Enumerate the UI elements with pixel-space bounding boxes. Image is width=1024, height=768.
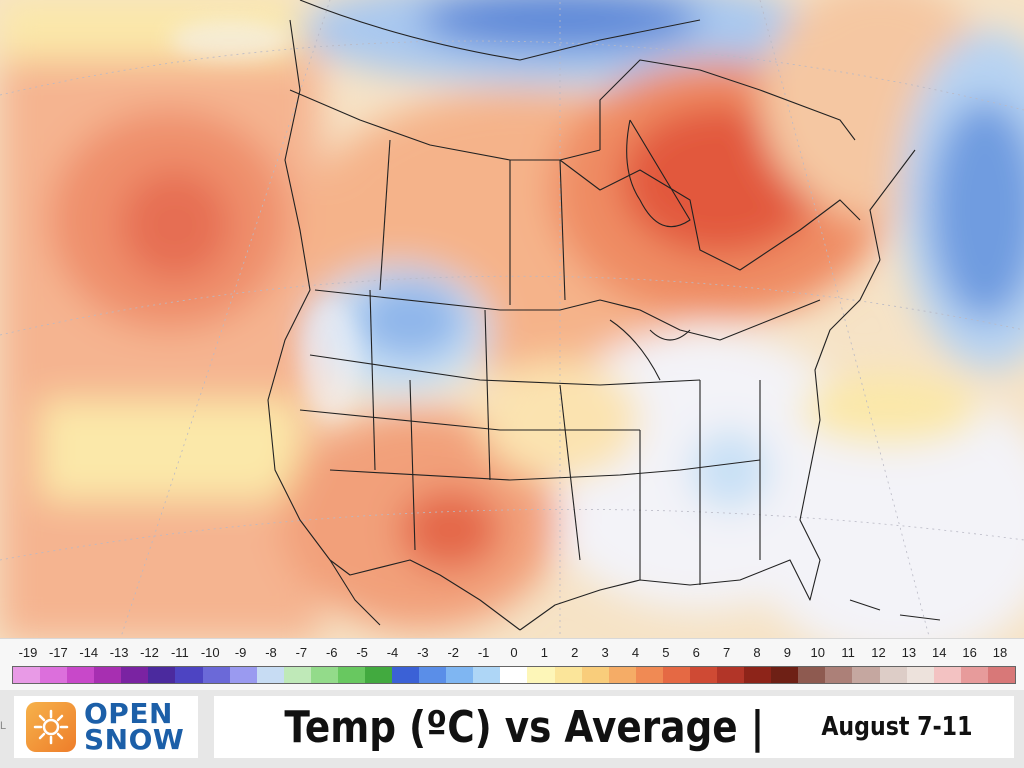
legend-color-swatch — [527, 667, 555, 683]
legend-color-swatch — [365, 667, 393, 683]
legend-tick-label: 3 — [601, 645, 609, 660]
legend-color-swatch — [40, 667, 68, 683]
opensnow-logo: OPEN SNOW — [14, 696, 198, 758]
map-graticule — [0, 0, 1024, 640]
legend-color-swatch — [13, 667, 41, 683]
logo-wordmark: OPEN SNOW — [84, 697, 185, 756]
legend-tick-label: -6 — [325, 645, 338, 660]
legend-color-swatch — [717, 667, 745, 683]
legend-tick-label: -2 — [447, 645, 460, 660]
legend-color-swatch — [419, 667, 447, 683]
legend-tick-label: -13 — [109, 645, 129, 660]
legend-tick-label: 9 — [783, 645, 791, 660]
temperature-anomaly-map — [0, 0, 1024, 640]
snowflake-sun-icon — [26, 702, 76, 752]
legend-tick-label: -17 — [48, 645, 68, 660]
legend-color-swatch — [554, 667, 582, 683]
legend-color-swatch — [202, 667, 230, 683]
legend-tick-label: 14 — [932, 645, 947, 660]
legend-tick-label: 2 — [571, 645, 579, 660]
legend-color-swatch — [608, 667, 636, 683]
legend-tick-label: 12 — [871, 645, 886, 660]
legend-tick-label: 13 — [901, 645, 917, 660]
legend-color-swatch — [987, 667, 1015, 683]
map-title: Temp (ºC) vs Average | — [284, 701, 765, 753]
legend-color-swatch — [744, 667, 772, 683]
legend-tick-label: -3 — [417, 645, 429, 660]
legend-tick-label: -4 — [386, 645, 399, 660]
side-mark: L — [0, 720, 7, 732]
legend-color-swatch — [256, 667, 284, 683]
logo-line-2: SNOW — [84, 723, 185, 756]
legend-tick-label: 8 — [753, 645, 761, 660]
legend-color-swatch — [500, 667, 528, 683]
legend-tick-label: -11 — [170, 645, 189, 660]
legend-color-swatch — [771, 667, 799, 683]
legend-color-swatch — [337, 667, 366, 683]
legend-color-swatch — [67, 667, 95, 683]
legend-color-swatch — [852, 667, 880, 683]
legend-color-swatch — [798, 667, 826, 683]
color-legend: -19 -17 -14 -13 -12 -11 -10 -9 -8 -7 -6 -5 -4 -3 -2 -1 0… — [0, 638, 1024, 691]
map-borders — [267, 0, 941, 631]
legend-color-swatch — [94, 667, 122, 683]
legend-color-swatch — [635, 667, 663, 683]
legend-color-swatch — [148, 667, 176, 683]
map-date-range: August 7-11 — [821, 712, 973, 742]
legend-color-swatch — [689, 667, 718, 683]
legend-tick-label: -5 — [356, 645, 368, 660]
legend-color-swatch — [906, 667, 934, 683]
legend-color-swatch — [310, 667, 338, 683]
legend-color-swatch — [933, 667, 961, 683]
legend-color-swatch — [960, 667, 988, 683]
legend-color-swatch — [229, 667, 257, 683]
legend-tick-label: 7 — [723, 645, 731, 660]
legend-color-swatch — [581, 667, 609, 683]
legend-tick-label: 4 — [631, 645, 640, 660]
legend-tick-label: 1 — [540, 645, 548, 660]
legend-color-swatch — [825, 667, 853, 683]
legend-color-swatch — [879, 667, 907, 683]
logo-line-1: OPEN — [84, 697, 173, 730]
legend-color-swatch — [446, 667, 474, 683]
legend-color-swatch — [473, 667, 501, 683]
legend-colorbar — [12, 666, 1016, 684]
legend-tick-label: -14 — [79, 645, 99, 660]
legend-tick-label: 11 — [841, 645, 855, 660]
legend-tick-label: 18 — [992, 645, 1008, 660]
title-panel: Temp (ºC) vs Average | August 7-11 — [214, 696, 1014, 758]
legend-tick-label: -1 — [477, 645, 490, 660]
legend-color-swatch — [121, 667, 149, 683]
legend-tick-label: -7 — [295, 645, 308, 660]
legend-color-swatch — [283, 667, 311, 683]
footer-bar: L OPEN SNOW Temp (ºC) vs Average | Augus… — [0, 690, 1024, 768]
legend-tick-label: 6 — [692, 645, 700, 660]
legend-tick-label: 16 — [962, 645, 977, 660]
legend-color-swatch — [662, 667, 690, 683]
legend-color-swatch — [392, 667, 420, 683]
legend-tick-label: 0 — [510, 645, 518, 660]
legend-color-swatch — [175, 667, 203, 683]
legend-tick-label: -9 — [234, 645, 247, 660]
legend-tick-label: 10 — [810, 645, 825, 660]
legend-tick-label: -19 — [18, 645, 38, 660]
legend-tick-label: -12 — [140, 645, 159, 660]
legend-tick-label: -10 — [200, 645, 220, 660]
legend-tick-label: 5 — [662, 645, 670, 660]
legend-tick-label: -8 — [265, 645, 277, 660]
